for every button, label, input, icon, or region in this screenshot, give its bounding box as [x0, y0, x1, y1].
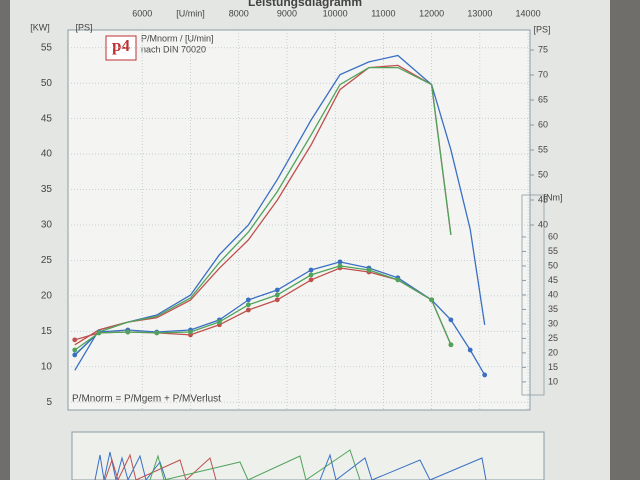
- y2-tick-label: 65: [538, 94, 548, 104]
- trace: [319, 453, 487, 480]
- point: [245, 297, 251, 303]
- y-axis-label-inner: [PS]: [75, 22, 92, 32]
- y3-tick-label: 50: [548, 260, 558, 270]
- x-tick-label: 6000: [132, 8, 152, 18]
- y3-tick-label: 40: [548, 289, 558, 299]
- y-tick-label: 25: [41, 255, 53, 266]
- x-tick-label: 14000: [516, 8, 541, 18]
- y-tick-label: 15: [41, 326, 53, 337]
- x-tick-label: 8000: [229, 8, 249, 18]
- point: [274, 292, 280, 298]
- y3-tick-label: 25: [548, 333, 558, 343]
- point: [274, 287, 280, 293]
- point: [308, 267, 314, 273]
- legend-line: P/Mnorm / [U/min]: [141, 33, 214, 43]
- y-tick-label: 30: [41, 220, 53, 231]
- y-axis-label: [KW]: [30, 22, 50, 32]
- lower-strip-traces: [94, 449, 487, 480]
- logo: p4: [112, 36, 130, 55]
- point: [274, 297, 280, 303]
- y-tick-label: 10: [41, 361, 53, 372]
- point: [188, 329, 193, 335]
- y-tick-label: 5: [46, 397, 52, 408]
- x-tick-label: 12000: [419, 8, 444, 18]
- x-tick-label: 10000: [323, 8, 348, 18]
- y3-tick-label: 20: [548, 347, 558, 357]
- point: [245, 307, 251, 313]
- chart-title: Leistungsdiagramm: [248, 0, 362, 9]
- lower-strip: [71, 431, 545, 480]
- y-tick-label: 35: [41, 184, 53, 195]
- y3-tick-label: 45: [548, 275, 558, 285]
- point: [366, 267, 372, 273]
- point: [72, 347, 78, 353]
- x-tick-label: 9000: [277, 8, 297, 18]
- y3-tick-label: 10: [548, 376, 558, 386]
- y2-tick-label: 75: [538, 44, 548, 54]
- series-line: [74, 66, 452, 356]
- point: [72, 352, 78, 358]
- y2-tick-label: 40: [538, 219, 548, 229]
- point: [429, 297, 435, 303]
- y2-tick-label: 45: [538, 194, 548, 204]
- point: [308, 272, 314, 278]
- trace: [104, 453, 217, 480]
- point: [395, 277, 401, 283]
- y3-tick-label: 30: [548, 318, 558, 328]
- plot-area: [67, 29, 531, 411]
- point: [96, 330, 102, 336]
- y3-axis-label: [Nm]: [544, 192, 563, 202]
- legend-line: nach DIN 70020: [141, 44, 206, 54]
- y2-tick-label: 60: [538, 119, 548, 129]
- y2-axis-label: [PS]: [533, 24, 550, 34]
- point: [245, 302, 251, 308]
- point: [72, 337, 78, 343]
- point: [125, 329, 131, 335]
- x-tick-label: 13000: [467, 8, 492, 18]
- point: [467, 347, 473, 353]
- point: [482, 372, 488, 378]
- series-line: [74, 261, 486, 376]
- trace: [149, 449, 361, 480]
- y-tick-label: 55: [41, 42, 53, 53]
- x-tick-label: 11000: [371, 8, 395, 18]
- series-line: [74, 54, 486, 371]
- x-tick-label: [U/min]: [176, 8, 205, 18]
- y2-tick-label: 70: [538, 69, 548, 79]
- point: [217, 319, 222, 325]
- formula: P/Mnorm = P/Mgem + P/MVerlust: [72, 394, 221, 405]
- y-tick-label: 40: [41, 149, 53, 160]
- y-tick-label: 20: [41, 290, 53, 301]
- y-tick-label: 50: [41, 78, 53, 89]
- point: [337, 263, 343, 269]
- y2-tick-label: 50: [538, 169, 548, 179]
- point: [154, 330, 160, 336]
- trace: [94, 451, 167, 480]
- y2-tick-label: 55: [538, 144, 548, 154]
- series-line: [74, 265, 452, 351]
- point: [448, 317, 454, 323]
- point: [308, 277, 314, 283]
- point: [337, 259, 343, 265]
- y3-tick-label: 35: [548, 304, 558, 314]
- y-tick-label: 45: [41, 113, 53, 124]
- y3-tick-label: 55: [548, 246, 558, 256]
- point: [448, 342, 454, 348]
- y3-tick-label: 60: [548, 231, 558, 241]
- y3-tick-label: 15: [548, 362, 558, 372]
